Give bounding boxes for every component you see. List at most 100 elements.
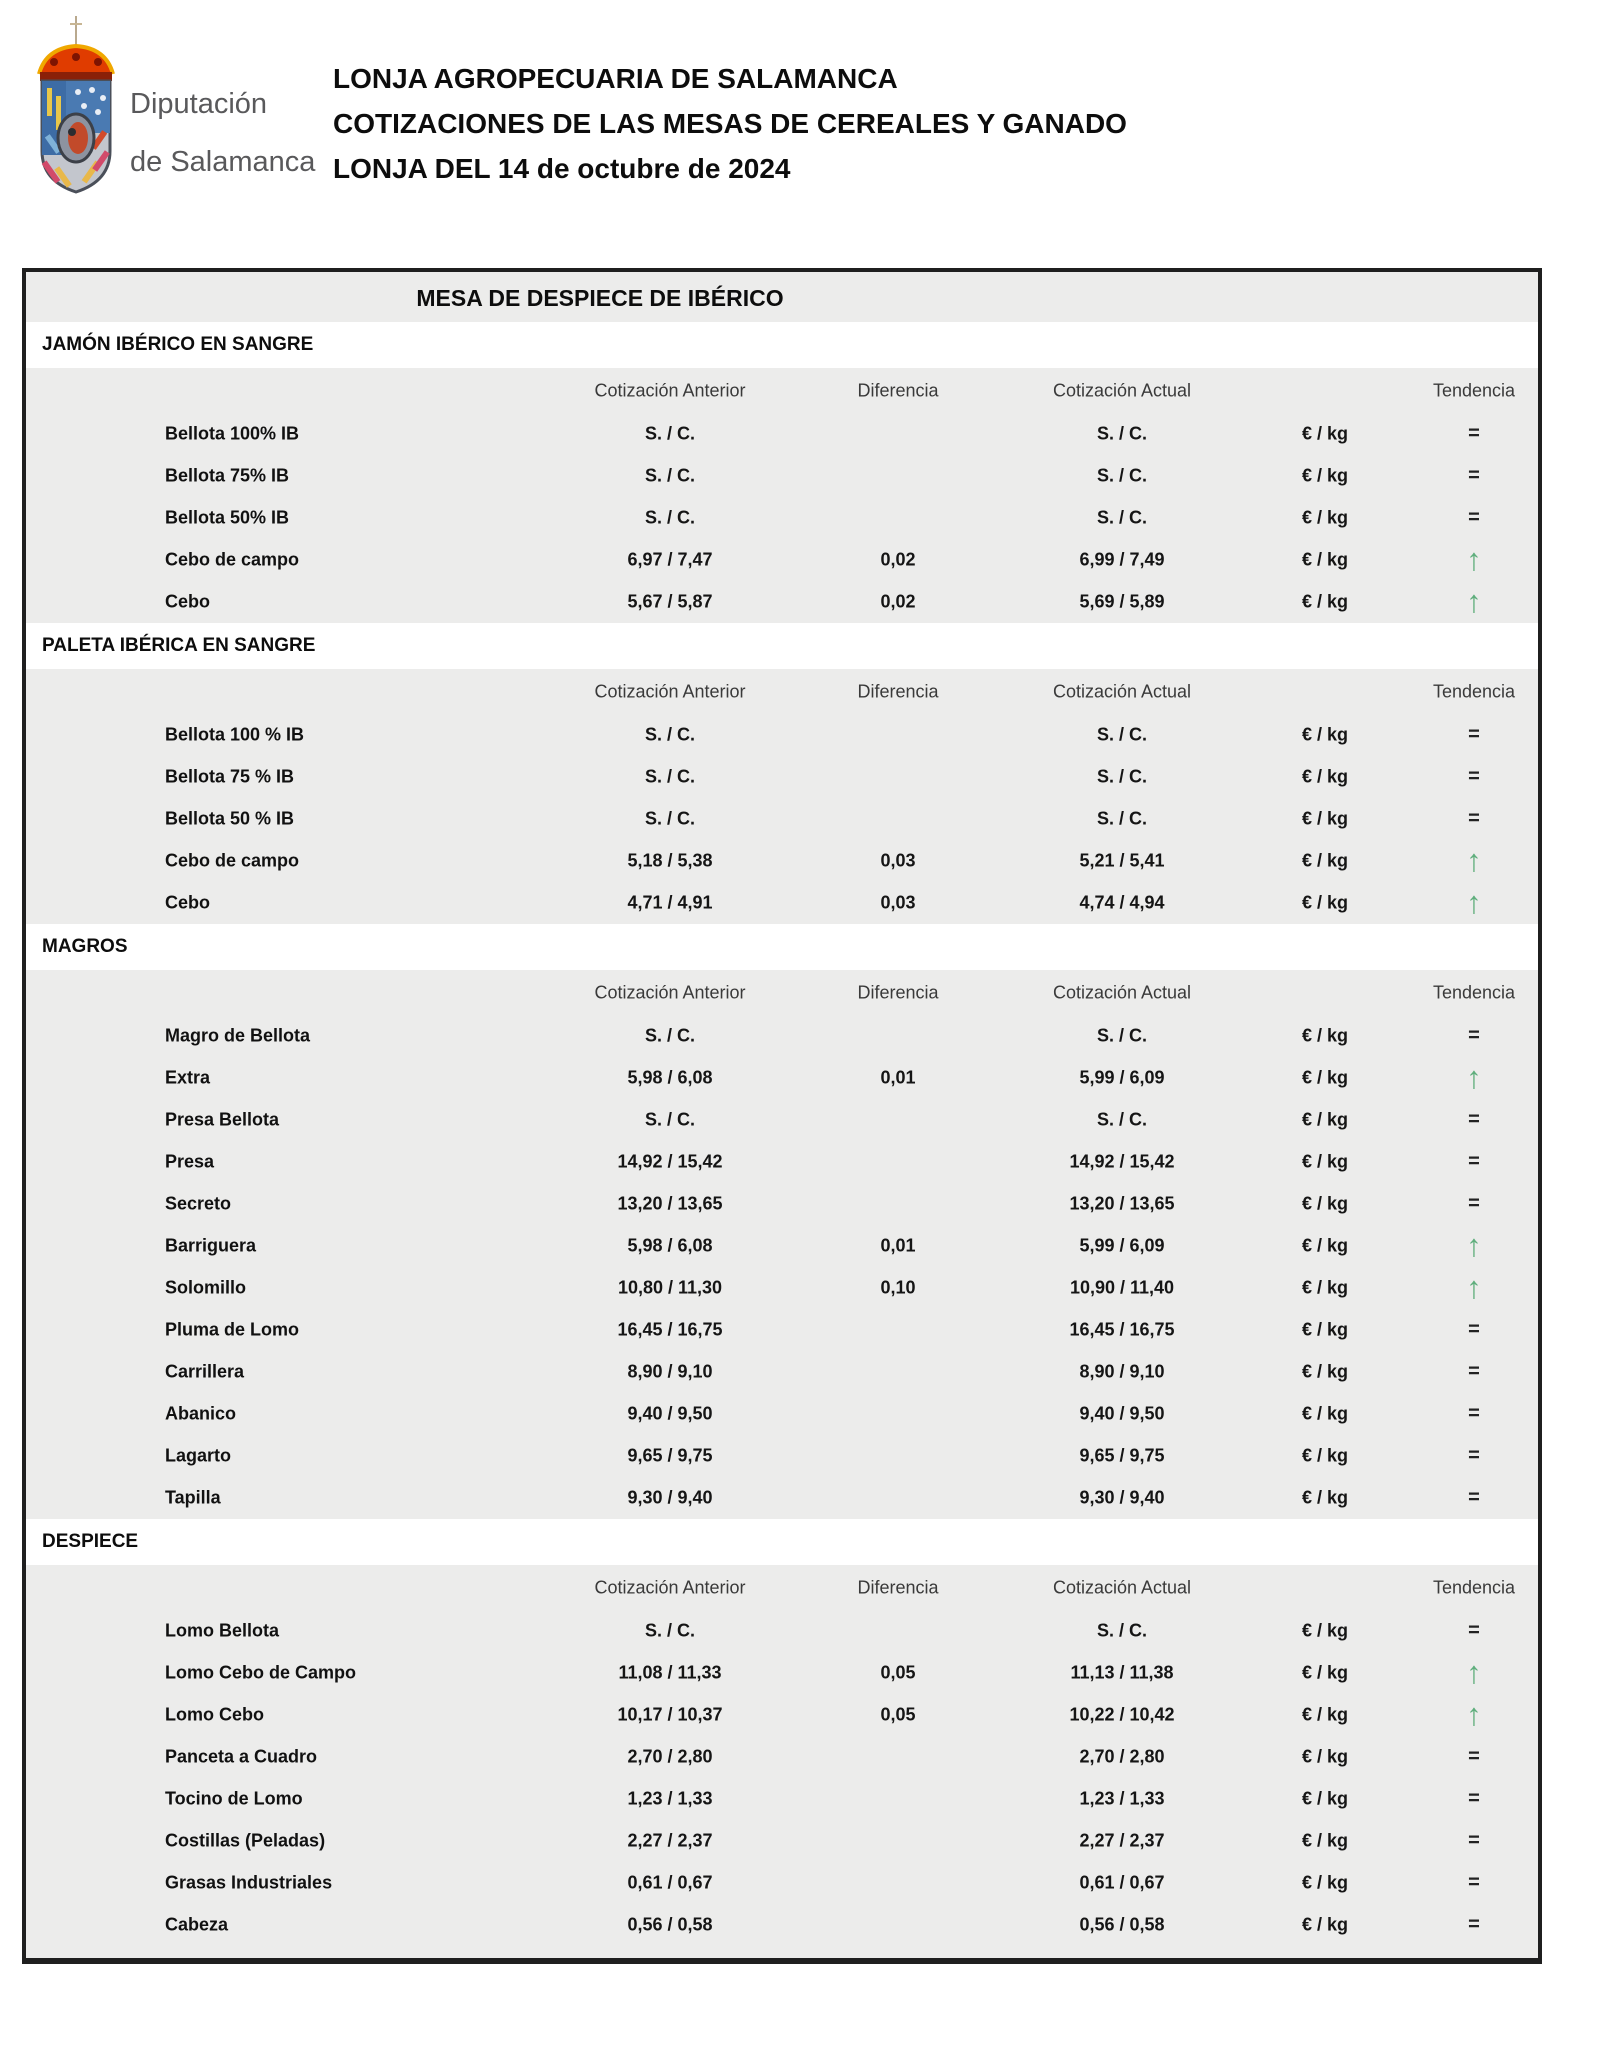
table-row: Grasas Industriales 0,61 / 0,67 0,61 / 0… xyxy=(26,1862,1538,1904)
product-label: Bellota 75 % IB xyxy=(165,766,295,787)
current-quote-value: 9,40 / 9,50 xyxy=(1079,1403,1165,1424)
difference-value: 0,05 xyxy=(880,1662,916,1683)
table-row: Extra 5,98 / 6,08 0,01 5,99 / 6,09 € / k… xyxy=(26,1057,1538,1099)
section-title: MAGROS xyxy=(42,936,128,957)
previous-quote-value: 4,71 / 4,91 xyxy=(627,892,713,913)
current-quote-value: 11,13 / 11,38 xyxy=(1070,1662,1174,1683)
column-header-cotizacion-actual: Cotización Actual xyxy=(1052,982,1192,1002)
previous-quote-value: 8,90 / 9,10 xyxy=(627,1361,713,1382)
product-label: Presa Bellota xyxy=(165,1109,280,1130)
section-title: DESPIECE xyxy=(42,1531,139,1552)
current-quote-value: 0,56 / 0,58 xyxy=(1079,1914,1165,1935)
unit-label: € / kg xyxy=(1301,1788,1349,1809)
trend-equal-icon: = xyxy=(1468,464,1480,487)
unit-label: € / kg xyxy=(1301,549,1349,570)
difference-value: 0,02 xyxy=(880,549,916,570)
trend-equal-icon: = xyxy=(1468,1150,1480,1173)
current-quote-value: S. / C. xyxy=(1096,766,1148,787)
table-row: Bellota 75 % IB S. / C. S. / C. € / kg = xyxy=(26,756,1538,798)
trend-equal-icon: = xyxy=(1468,1444,1480,1467)
previous-quote-value: S. / C. xyxy=(644,465,696,486)
table-row: Carrillera 8,90 / 9,10 8,90 / 9,10 € / k… xyxy=(26,1351,1538,1393)
trend-up-icon: ↑ xyxy=(1466,584,1482,619)
unit-label: € / kg xyxy=(1301,1620,1349,1641)
section-header-strip: PALETA IBÉRICA EN SANGRE xyxy=(26,623,1538,669)
product-label: Secreto xyxy=(165,1193,232,1214)
product-label: Costillas (Peladas) xyxy=(165,1830,326,1851)
table-row: Presa 14,92 / 15,42 14,92 / 15,42 € / kg… xyxy=(26,1141,1538,1183)
table-row: Solomillo 10,80 / 11,30 0,10 10,90 / 11,… xyxy=(26,1267,1538,1309)
previous-quote-value: S. / C. xyxy=(644,507,696,528)
current-quote-value: 5,99 / 6,09 xyxy=(1079,1067,1165,1088)
unit-label: € / kg xyxy=(1301,766,1349,787)
previous-quote-value: S. / C. xyxy=(644,724,696,745)
unit-label: € / kg xyxy=(1301,1319,1349,1340)
unit-label: € / kg xyxy=(1301,1445,1349,1466)
current-quote-value: 6,99 / 7,49 xyxy=(1079,549,1165,570)
difference-value: 0,03 xyxy=(880,892,916,913)
column-header-cotizacion-anterior: Cotización Anterior xyxy=(594,380,746,400)
unit-label: € / kg xyxy=(1301,1830,1349,1851)
current-quote-value: S. / C. xyxy=(1096,465,1148,486)
document-title-line1: LONJA AGROPECUARIA DE SALAMANCA xyxy=(333,63,898,94)
section-rows: Lomo Bellota S. / C. S. / C. € / kg = Lo… xyxy=(26,1610,1538,1946)
previous-quote-value: 5,98 / 6,08 xyxy=(627,1067,713,1088)
table-row: Cabeza 0,56 / 0,58 0,56 / 0,58 € / kg = xyxy=(26,1904,1538,1946)
table-row: Tocino de Lomo 1,23 / 1,33 1,23 / 1,33 €… xyxy=(26,1778,1538,1820)
column-header-cotizacion-anterior: Cotización Anterior xyxy=(594,1577,746,1597)
product-label: Panceta a Cuadro xyxy=(165,1746,318,1767)
previous-quote-value: S. / C. xyxy=(644,1025,696,1046)
table-row: Cebo de campo 5,18 / 5,38 0,03 5,21 / 5,… xyxy=(26,840,1538,882)
trend-equal-icon: = xyxy=(1468,1745,1480,1768)
difference-value: 0,03 xyxy=(880,850,916,871)
unit-label: € / kg xyxy=(1301,1704,1349,1725)
table-row: Bellota 50 % IB S. / C. S. / C. € / kg = xyxy=(26,798,1538,840)
current-quote-value: 16,45 / 16,75 xyxy=(1069,1319,1175,1340)
previous-quote-value: 11,08 / 11,33 xyxy=(618,1662,722,1683)
trend-equal-icon: = xyxy=(1468,506,1480,529)
logo-text-line1: Diputación xyxy=(130,88,268,120)
diputacion-salamanca-crest-icon xyxy=(37,16,115,194)
previous-quote-value: S. / C. xyxy=(644,766,696,787)
previous-quote-value: 16,45 / 16,75 xyxy=(617,1319,723,1340)
previous-quote-value: 13,20 / 13,65 xyxy=(617,1193,723,1214)
trend-up-icon: ↑ xyxy=(1466,843,1482,878)
trend-up-icon: ↑ xyxy=(1466,1060,1482,1095)
product-label: Magro de Bellota xyxy=(165,1025,311,1046)
previous-quote-value: 5,18 / 5,38 xyxy=(627,850,713,871)
column-header-cotizacion-actual: Cotización Actual xyxy=(1052,1577,1192,1597)
table-row: Secreto 13,20 / 13,65 13,20 / 13,65 € / … xyxy=(26,1183,1538,1225)
product-label: Presa xyxy=(165,1151,215,1172)
table-row: Costillas (Peladas) 2,27 / 2,37 2,27 / 2… xyxy=(26,1820,1538,1862)
unit-label: € / kg xyxy=(1301,1067,1349,1088)
current-quote-value: S. / C. xyxy=(1096,808,1148,829)
section-rows: Magro de Bellota S. / C. S. / C. € / kg … xyxy=(26,1015,1538,1519)
unit-label: € / kg xyxy=(1301,465,1349,486)
trend-equal-icon: = xyxy=(1468,807,1480,830)
previous-quote-value: 9,30 / 9,40 xyxy=(627,1487,713,1508)
product-label: Carrillera xyxy=(165,1361,245,1382)
section-header-strip: JAMÓN IBÉRICO EN SANGRE xyxy=(26,322,1538,368)
current-quote-value: 10,90 / 11,40 xyxy=(1069,1277,1175,1298)
section-rows: Bellota 100% IB S. / C. S. / C. € / kg =… xyxy=(26,413,1538,623)
product-label: Lomo Cebo xyxy=(165,1704,264,1725)
product-label: Abanico xyxy=(165,1403,237,1424)
product-label: Bellota 50 % IB xyxy=(165,808,295,829)
unit-label: € / kg xyxy=(1301,1193,1349,1214)
product-label: Cabeza xyxy=(165,1914,229,1935)
table-row: Magro de Bellota S. / C. S. / C. € / kg … xyxy=(26,1015,1538,1057)
trend-up-icon: ↑ xyxy=(1466,1228,1482,1263)
previous-quote-value: S. / C. xyxy=(644,423,696,444)
product-label: Bellota 100 % IB xyxy=(165,724,305,745)
current-quote-value: 2,70 / 2,80 xyxy=(1079,1746,1165,1767)
unit-label: € / kg xyxy=(1301,507,1349,528)
product-label: Cebo de campo xyxy=(165,549,300,570)
column-header-row: Cotización Anterior Diferencia Cotizació… xyxy=(26,669,1538,714)
trend-up-icon: ↑ xyxy=(1466,1655,1482,1690)
previous-quote-value: 9,40 / 9,50 xyxy=(627,1403,713,1424)
table-row: Lomo Bellota S. / C. S. / C. € / kg = xyxy=(26,1610,1538,1652)
unit-label: € / kg xyxy=(1301,1151,1349,1172)
table-row: Lagarto 9,65 / 9,75 9,65 / 9,75 € / kg = xyxy=(26,1435,1538,1477)
product-label: Bellota 100% IB xyxy=(165,423,300,444)
